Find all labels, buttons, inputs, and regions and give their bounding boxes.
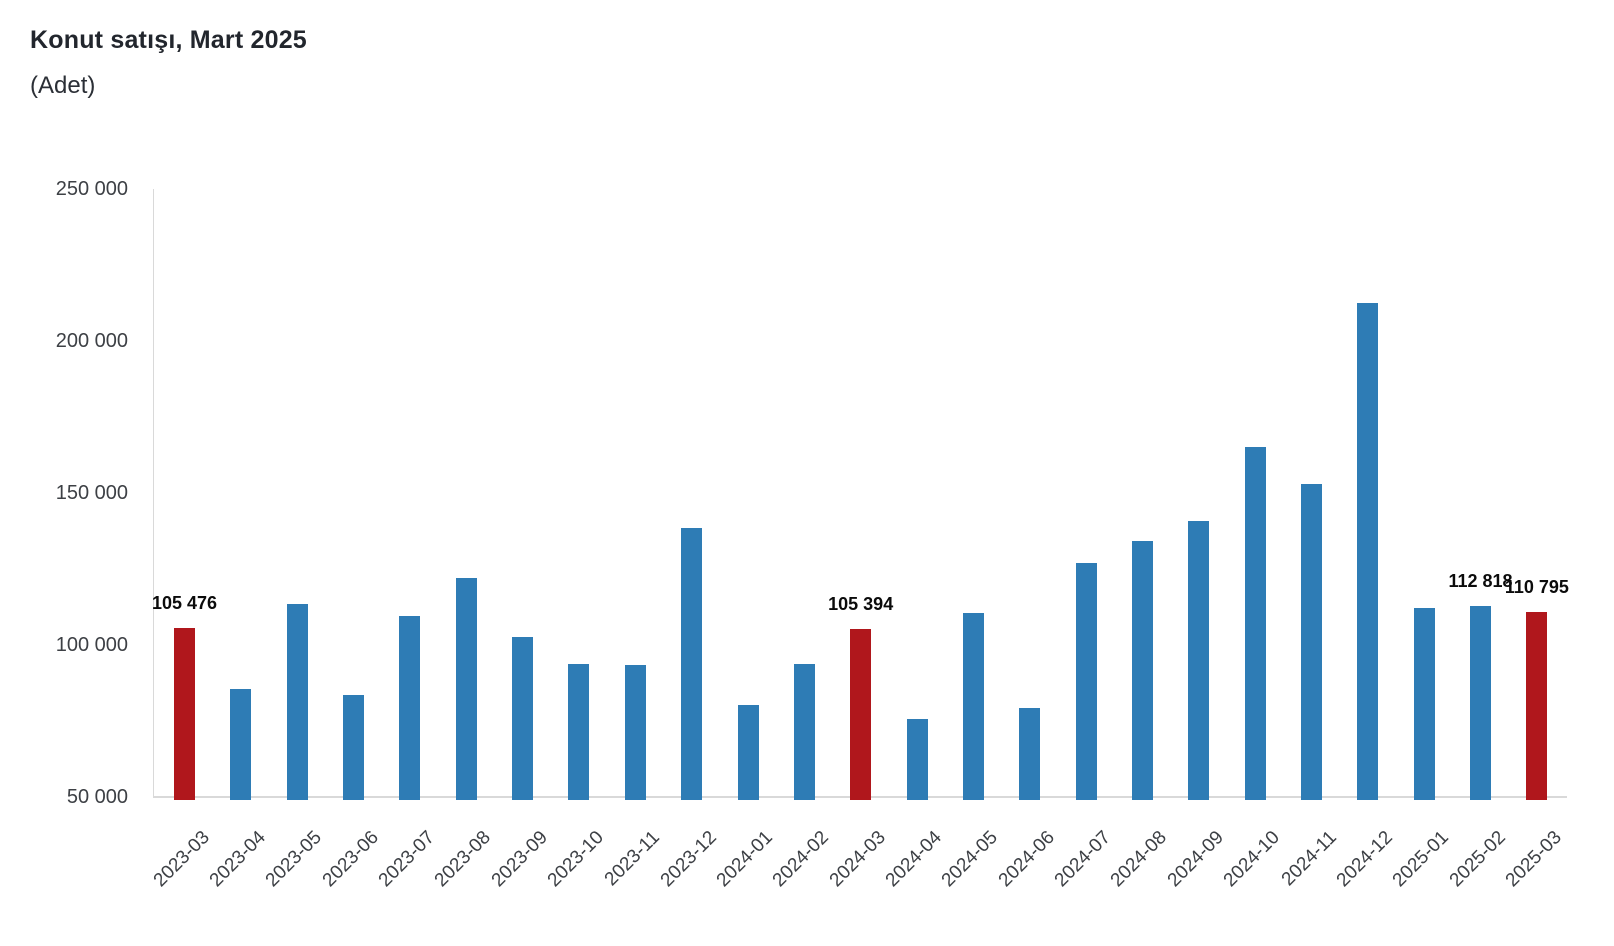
bar-2024-04[interactable] <box>906 719 928 800</box>
bar-value-label-2023-03: 105 476 <box>151 593 218 614</box>
y-axis-tick-label: 200 000 <box>55 330 128 352</box>
bar-2024-08[interactable] <box>1131 541 1153 800</box>
bar-2023-10[interactable] <box>568 663 590 800</box>
bar-2024-06[interactable] <box>1019 707 1041 800</box>
bar-value-label-2024-03: 105 394 <box>828 593 894 614</box>
y-axis-tick-label: 50 000 <box>66 786 128 808</box>
bar-2023-07[interactable] <box>399 615 421 800</box>
y-axis-tick-label: 100 000 <box>55 634 128 656</box>
bar-2023-04[interactable] <box>230 688 252 800</box>
bar-2024-12[interactable] <box>1357 302 1379 800</box>
bar-2024-09[interactable] <box>1188 520 1210 800</box>
bar-2023-05[interactable] <box>286 604 308 800</box>
bar-2024-03[interactable] <box>850 628 872 800</box>
y-axis-tick-label: 250 000 <box>55 178 128 200</box>
bar-2023-12[interactable] <box>681 527 703 800</box>
bar-2023-08[interactable] <box>455 577 477 800</box>
chart-unit-subtitle: (Adet) <box>30 72 96 99</box>
bar-2024-05[interactable] <box>962 612 984 800</box>
bar-2025-03[interactable] <box>1526 612 1548 800</box>
bar-2023-06[interactable] <box>343 694 365 800</box>
bar-2024-10[interactable] <box>1244 446 1266 800</box>
bar-2024-02[interactable] <box>793 663 815 800</box>
bar-2023-03[interactable] <box>174 628 195 800</box>
page-title: Konut satışı, Mart 2025 <box>30 26 307 54</box>
bar-value-label-2025-03: 110 795 <box>1504 577 1569 598</box>
bar-2024-07[interactable] <box>1075 562 1097 800</box>
bar-2024-01[interactable] <box>737 704 759 800</box>
bar-2023-09[interactable] <box>512 636 534 800</box>
bar-2024-11[interactable] <box>1301 483 1322 800</box>
y-axis-tick-label: 150 000 <box>55 482 128 504</box>
bar-2025-01[interactable] <box>1413 607 1435 800</box>
y-axis-line <box>152 189 154 797</box>
bar-value-label-2025-02: 112 818 <box>1448 571 1513 592</box>
bar-2025-02[interactable] <box>1470 606 1492 800</box>
bar-2023-11[interactable] <box>624 664 646 800</box>
